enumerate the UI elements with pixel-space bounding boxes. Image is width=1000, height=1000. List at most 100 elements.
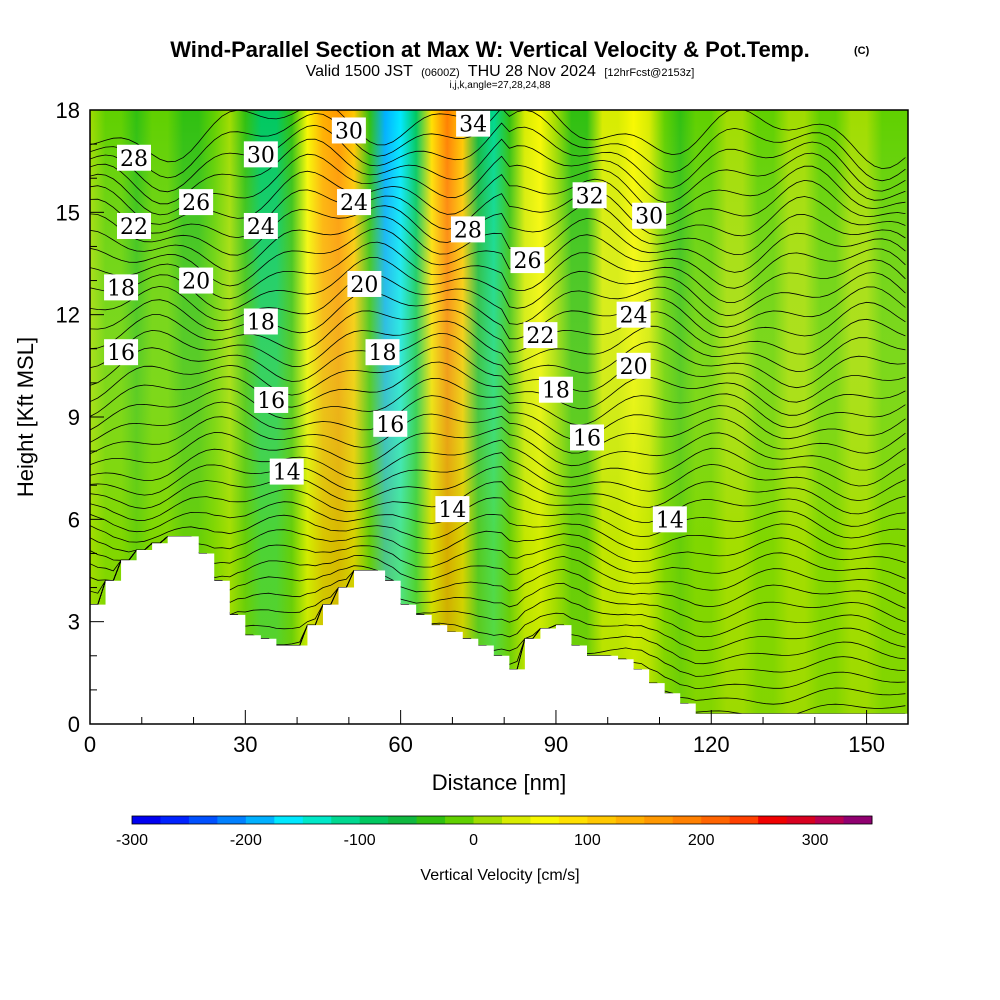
forecast-info: [12hrFcst@2153z] — [604, 67, 694, 79]
colorbar-swatch — [530, 816, 560, 824]
theta-contour-line — [90, 481, 906, 527]
colorbar-swatch — [445, 816, 475, 824]
colorbar-swatch — [843, 816, 873, 824]
theta-contour-label: 14 — [269, 458, 304, 486]
contour-label-text: 28 — [120, 147, 148, 172]
y-tick-label: 18 — [56, 98, 80, 123]
x-tick-label: 150 — [848, 732, 885, 757]
theta-contour-label: 18 — [365, 339, 400, 366]
colorbar-swatch — [160, 816, 190, 824]
colorbar-tick-label: 300 — [802, 832, 829, 849]
contour-label-text: 22 — [120, 215, 148, 240]
contour-label-text: 30 — [635, 205, 663, 230]
contour-label-text: 14 — [438, 498, 466, 523]
theta-contour-line — [90, 257, 906, 317]
contour-label-background — [538, 376, 573, 403]
contour-label-text: 34 — [459, 113, 487, 138]
theta-contour-line — [90, 377, 906, 431]
theta-contour-label: 24 — [243, 212, 278, 240]
theta-contour-line — [90, 439, 906, 487]
theta-contour-line — [90, 514, 906, 550]
theta-contour-label: 22 — [523, 322, 558, 349]
colorbar-frame — [131, 815, 873, 825]
contour-label-text: 22 — [526, 324, 554, 349]
theta-contour-line — [90, 110, 906, 182]
contour-label-background — [373, 410, 408, 437]
contour-label-background — [254, 386, 289, 413]
theta-contour-line — [90, 536, 906, 579]
contour-label-text: 28 — [454, 218, 482, 243]
valid-date: THU 28 Nov 2024 — [468, 63, 596, 80]
theta-contour-line — [90, 427, 906, 471]
theta-contour-line — [90, 291, 906, 340]
theta-contour-line — [90, 320, 906, 373]
theta-contour-line — [90, 203, 906, 256]
contour-label-background — [572, 182, 607, 209]
colorbar-swatch — [701, 816, 731, 824]
colorbar-swatch — [558, 816, 588, 824]
y-tick-label: 0 — [68, 712, 80, 737]
theta-contour-label: 26 — [179, 189, 214, 216]
colorbar-label: Vertical Velocity [cm/s] — [420, 867, 579, 884]
contour-label-text: 24 — [620, 304, 648, 329]
theta-contour-line — [90, 241, 906, 303]
contour-label-text: 26 — [182, 191, 210, 216]
theta-contour-line — [90, 395, 906, 443]
theta-contour-line — [90, 153, 906, 216]
theta-contour-label: 16 — [104, 339, 139, 366]
theta-contour-line — [90, 466, 906, 515]
theta-contour-label: 24 — [616, 301, 651, 329]
theta-contour-line — [90, 110, 906, 170]
contour-label-background — [331, 117, 366, 144]
theta-contour-label: 14 — [652, 506, 687, 533]
theta-contour-label: 20 — [179, 267, 214, 295]
theta-contour-label: 16 — [254, 386, 289, 414]
colorbar-swatch — [502, 816, 531, 824]
contour-label-text: 18 — [369, 341, 397, 366]
contour-label-background — [347, 270, 382, 297]
x-axis: 0 30 60 90 120 150 — [84, 710, 885, 757]
theta-contour-line — [90, 216, 906, 273]
theta-contour-label: 26 — [510, 247, 545, 274]
theta-contour-label: 30 — [632, 202, 667, 230]
colorbar-swatch — [245, 816, 275, 824]
colorbar-swatch — [473, 816, 503, 824]
contour-label-background — [179, 189, 214, 216]
y-tick-label: 15 — [56, 200, 80, 225]
x-tick-label: 0 — [84, 732, 96, 757]
contour-label-background — [104, 339, 139, 366]
theta-contour-line — [90, 536, 906, 595]
contour-label-text: 24 — [340, 191, 368, 216]
colorbar-swatch — [188, 816, 218, 824]
y-tick-label: 3 — [68, 610, 80, 635]
contour-label-background — [269, 458, 304, 485]
contour-label-background — [652, 506, 687, 533]
theta-contour-label: 20 — [616, 352, 651, 380]
x-tick-label: 30 — [233, 732, 257, 757]
contour-label-text: 30 — [335, 119, 363, 144]
theta-contour-line — [90, 122, 906, 193]
contour-label-text: 16 — [257, 389, 285, 414]
theta-contour-labels: 2822181630262420181614302420181634281426… — [104, 110, 687, 533]
valid-time-local: Valid 1500 JST — [306, 63, 414, 80]
theta-contour-line — [90, 497, 906, 539]
contour-label-text: 14 — [656, 508, 684, 533]
contour-label-background — [243, 308, 278, 335]
valid-time-utc: (0600Z) — [421, 67, 460, 79]
theta-contour-line — [90, 332, 906, 389]
theta-contour-label: 20 — [347, 270, 382, 298]
theta-contour-line — [90, 273, 906, 328]
theta-contour-label: 14 — [435, 496, 470, 523]
colorbar-swatch — [302, 816, 332, 824]
y-tick-label: 9 — [68, 405, 80, 430]
theta-contour-label: 32 — [572, 182, 607, 209]
copyright-mark: (C) — [854, 45, 870, 57]
theta-contour-label: 30 — [243, 141, 278, 168]
contour-label-text: 16 — [376, 413, 404, 438]
contour-label-background — [616, 352, 651, 379]
x-tick-label: 60 — [388, 732, 412, 757]
theta-contour-label: 24 — [337, 189, 372, 216]
colorbar-swatch — [274, 816, 304, 824]
theta-contour-line — [90, 361, 906, 417]
